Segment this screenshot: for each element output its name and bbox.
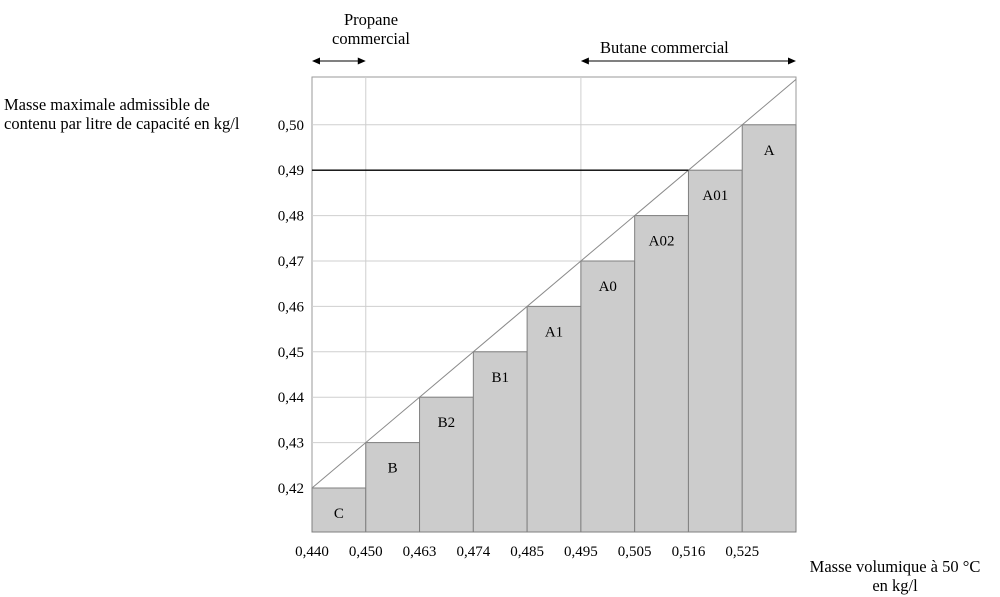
bar-label-b1: B1 xyxy=(491,370,509,386)
x-tick-label: 0,463 xyxy=(403,544,437,560)
diagonal-line xyxy=(311,79,797,489)
propane-range-arrow-right-head xyxy=(357,57,366,65)
y-axis-label: Masse maximale admissible de contenu par… xyxy=(4,95,240,133)
x-tick-label: 0,495 xyxy=(564,544,598,560)
bar-c xyxy=(311,487,367,533)
bar-b2 xyxy=(419,396,474,533)
y-tick-label: 0,42 xyxy=(278,481,304,497)
bar-label-a0: A0 xyxy=(599,279,617,295)
bar-b1 xyxy=(472,351,528,533)
butane-range-arrow-right-head xyxy=(788,57,796,65)
bar-label-a02: A02 xyxy=(649,234,675,250)
y-tick-label: 0,44 xyxy=(278,390,305,406)
bar-label-a1: A1 xyxy=(545,324,563,340)
bar-a1 xyxy=(526,305,582,533)
bar-label-a: A xyxy=(764,143,775,159)
y-tick-label: 0,45 xyxy=(278,345,304,361)
bar-label-b2: B2 xyxy=(438,415,456,431)
y-tick-label: 0,50 xyxy=(278,118,304,134)
bar-b xyxy=(365,442,421,533)
butane-range-arrow-left-head xyxy=(580,57,589,65)
butane-range-label: Butane commercial xyxy=(600,38,729,57)
x-tick-label: 0,525 xyxy=(725,544,759,560)
x-tick-label: 0,440 xyxy=(295,544,329,560)
x-axis-label: Masse volumique à 50 °C en kg/l xyxy=(809,557,981,595)
propane-range-label: Propane commercial xyxy=(332,10,410,48)
x-tick-label: 0,474 xyxy=(456,544,490,560)
y-tick-label: 0,49 xyxy=(278,163,304,179)
x-tick-label: 0,485 xyxy=(510,544,544,560)
y-tick-label: 0,48 xyxy=(278,209,304,225)
bar-a0 xyxy=(580,260,636,533)
y-tick-label: 0,43 xyxy=(278,436,304,452)
bar-a01 xyxy=(687,169,743,533)
x-tick-label: 0,505 xyxy=(618,544,652,560)
bar-label-b: B xyxy=(388,461,398,477)
bar-a xyxy=(741,124,797,533)
x-tick-label: 0,450 xyxy=(349,544,383,560)
x-tick-label: 0,516 xyxy=(672,544,706,560)
bar-a02 xyxy=(634,215,689,533)
bar-label-a01: A01 xyxy=(702,188,728,204)
y-tick-label: 0,47 xyxy=(278,254,305,270)
y-tick-label: 0,46 xyxy=(278,299,305,315)
propane-range-arrow-left-head xyxy=(312,57,320,65)
bar-label-c: C xyxy=(334,506,344,522)
